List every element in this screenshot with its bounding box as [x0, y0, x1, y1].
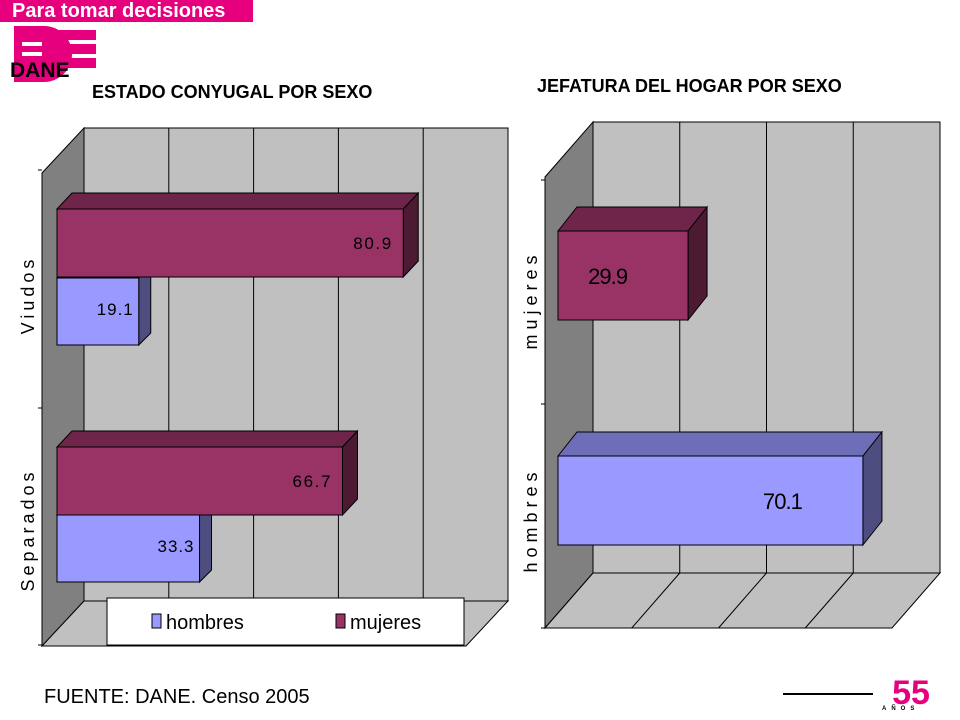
- chart2-floor-gridline: [631, 572, 681, 629]
- chart2-bar-mujeres-top: [556, 206, 709, 232]
- anniversary-rule: [783, 693, 873, 695]
- chart2-side-wall: [544, 120, 594, 630]
- source-note: FUENTE: DANE. Censo 2005: [44, 686, 310, 708]
- chart1-category-label: Separados: [18, 468, 38, 591]
- chart1-label-hombres: 33.3: [158, 537, 194, 556]
- chart1-label-hombres: 19.1: [97, 300, 133, 319]
- anniversary-number: 55: [892, 678, 930, 706]
- anniversary-logo: 55: [892, 678, 930, 706]
- chart1-legend-label-hombres: hombres: [166, 612, 244, 634]
- chart2-floor-gridline: [804, 572, 854, 629]
- anniversary-label: AÑOS: [882, 706, 920, 712]
- chart2-bar-hombres: [556, 430, 883, 547]
- brand-banner: Para tomar decisiones: [0, 0, 253, 22]
- chart2-bar-mujeres: [556, 205, 709, 322]
- chart1-bar-mujeres: [55, 191, 420, 279]
- chart2-label-hombres: 70.1: [763, 489, 803, 514]
- chart2-title: JEFATURA DEL HOGAR POR SEXO: [537, 76, 842, 96]
- chart2-category-label: mujeres: [521, 250, 541, 349]
- chart1-bar-mujeres-front: [56, 208, 404, 278]
- chart2-label-mujeres: 29.9: [588, 264, 628, 289]
- chart1-title: ESTADO CONYUGAL POR SEXO: [92, 82, 373, 102]
- chart1-bar-mujeres-front: [56, 446, 343, 516]
- chart2-floor-gridline: [718, 572, 767, 629]
- chart2-category-label: hombres: [521, 467, 541, 572]
- chart1-legend-swatch-hombres: [151, 613, 162, 629]
- chart1-legend-label-mujeres: mujeres: [350, 612, 421, 634]
- chart2-bar-hombres-front: [557, 455, 864, 546]
- chart1-bar-hombres-front: [56, 514, 201, 583]
- chart1-legend: [106, 597, 465, 646]
- dane-logo-text: DANE: [10, 59, 70, 82]
- chart1-legend-swatch-mujeres: [335, 613, 346, 629]
- chart1-bar-mujeres: [55, 429, 359, 517]
- chart1-bar-hombres-front: [56, 277, 140, 346]
- chart2-bar-hombres-top: [556, 431, 883, 457]
- chart2-bar-mujeres-front: [557, 230, 689, 321]
- dane-logo-icon: [14, 26, 96, 82]
- chart1-category-label: Viudos: [18, 256, 38, 335]
